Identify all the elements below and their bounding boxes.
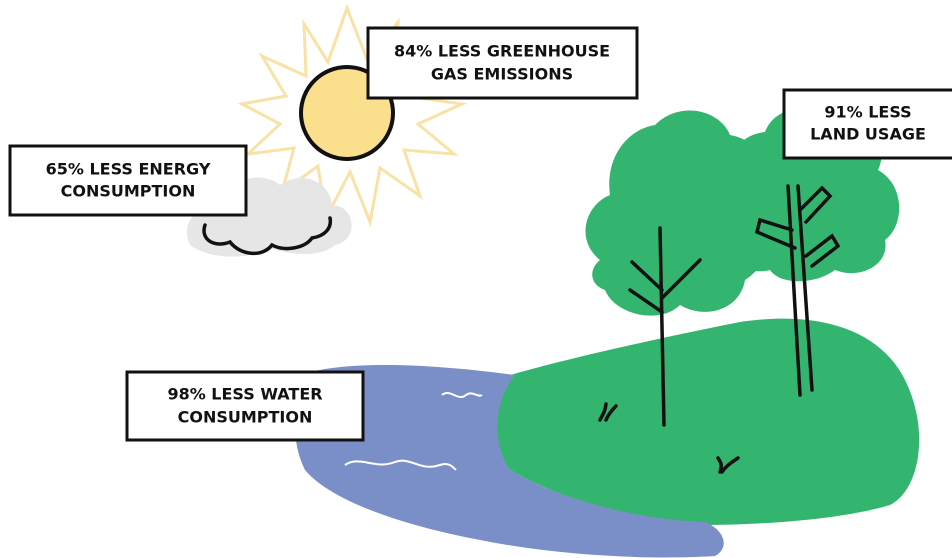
label-box (127, 372, 363, 440)
illustration: 84% LESS GREENHOUSE GAS EMISSIONS 65% LE… (0, 0, 952, 558)
label-text: 84% LESS GREENHOUSE (394, 42, 610, 61)
label: 84% LESS GREENHOUSE GAS EMISSIONS (368, 28, 637, 98)
label-box (10, 146, 246, 215)
label-text: CONSUMPTION (178, 408, 313, 427)
label-text: LAND USAGE (810, 125, 926, 144)
label-text: CONSUMPTION (61, 182, 196, 201)
label: 98% LESS WATER CONSUMPTION (127, 372, 363, 440)
label: 65% LESS ENERGY CONSUMPTION (10, 146, 246, 215)
label-box (368, 28, 637, 98)
label-text: GAS EMISSIONS (431, 65, 573, 84)
label-text: 91% LESS (824, 103, 911, 122)
label: 91% LESS LAND USAGE (784, 90, 952, 158)
label-text: 98% LESS WATER (167, 385, 322, 404)
label-text: 65% LESS ENERGY (46, 160, 211, 179)
